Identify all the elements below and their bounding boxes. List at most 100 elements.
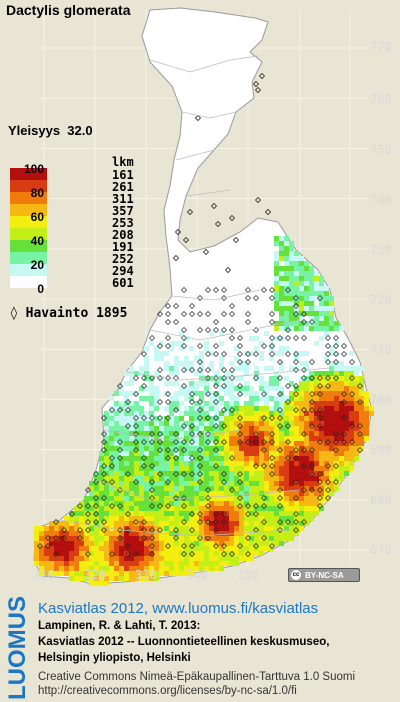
frequency-cell xyxy=(129,471,134,476)
frequency-cell xyxy=(164,511,169,516)
frequency-cell xyxy=(259,436,264,441)
observation-marker xyxy=(237,351,243,357)
frequency-cell xyxy=(114,456,119,461)
frequency-cell xyxy=(234,476,239,481)
frequency-cell xyxy=(289,441,294,446)
frequency-cell xyxy=(189,521,194,526)
frequency-cell xyxy=(69,561,74,566)
frequency-cell xyxy=(64,546,69,551)
frequency-cell xyxy=(274,271,279,276)
frequency-cell xyxy=(64,551,69,556)
frequency-cell xyxy=(319,311,324,316)
observation-marker xyxy=(341,439,347,445)
frequency-cell xyxy=(249,401,254,406)
frequency-cell xyxy=(209,536,214,541)
frequency-cell xyxy=(169,536,174,541)
observation-marker xyxy=(232,236,240,244)
frequency-cell xyxy=(149,341,154,346)
frequency-cell xyxy=(239,411,244,416)
frequency-cell xyxy=(214,521,219,526)
frequency-cell xyxy=(129,436,134,441)
frequency-cell xyxy=(349,461,354,466)
frequency-cell xyxy=(74,536,79,541)
frequency-cell xyxy=(329,431,334,436)
frequency-cell xyxy=(179,331,184,336)
frequency-cell xyxy=(114,491,119,496)
kasviatlas-link[interactable]: Kasviatlas 2012, www.luomus.fi/kasviatla… xyxy=(38,600,319,617)
observation-marker xyxy=(205,431,211,437)
frequency-cell xyxy=(189,551,194,556)
observation-marker xyxy=(325,495,331,501)
observation-marker xyxy=(357,399,363,405)
frequency-cell xyxy=(129,401,134,406)
frequency-cell xyxy=(349,371,354,376)
frequency-cell xyxy=(179,566,184,571)
frequency-cell xyxy=(184,491,189,496)
frequency-cell xyxy=(194,371,199,376)
frequency-cell xyxy=(164,521,169,526)
frequency-cell xyxy=(244,436,249,441)
frequency-cell xyxy=(299,351,304,356)
observation-marker xyxy=(221,327,227,333)
frequency-cell xyxy=(234,521,239,526)
frequency-cell xyxy=(204,436,209,441)
frequency-cell xyxy=(109,441,114,446)
frequency-cell xyxy=(234,376,239,381)
frequency-cell xyxy=(204,381,209,386)
observation-marker xyxy=(333,375,339,381)
legend-scale-60: 60 xyxy=(30,210,44,224)
frequency-cell xyxy=(269,536,274,541)
cc-license-url[interactable]: http://creativecommons.org/licenses/by-n… xyxy=(38,685,297,697)
observation-marker xyxy=(210,202,218,210)
frequency-cell xyxy=(124,391,129,396)
frequency-cell xyxy=(109,501,114,506)
frequency-cell xyxy=(349,416,354,421)
frequency-cell xyxy=(214,566,219,571)
observation-marker xyxy=(285,327,291,333)
frequency-cell xyxy=(144,521,149,526)
frequency-cell xyxy=(114,441,119,446)
frequency-cell xyxy=(284,456,289,461)
frequency-cell xyxy=(79,511,84,516)
frequency-cell xyxy=(79,531,84,536)
frequency-cell xyxy=(114,536,119,541)
frequency-cell xyxy=(119,556,124,561)
observation-marker xyxy=(237,343,243,349)
frequency-cell xyxy=(304,301,309,306)
frequency-cell xyxy=(214,551,219,556)
frequency-cell xyxy=(74,571,79,576)
frequency-cell xyxy=(164,446,169,451)
frequency-cell xyxy=(289,511,294,516)
frequency-cell xyxy=(194,496,199,501)
frequency-cell xyxy=(189,381,194,386)
frequency-cell xyxy=(184,521,189,526)
observation-marker xyxy=(197,399,203,405)
frequency-cell xyxy=(144,556,149,561)
frequency-cell xyxy=(159,536,164,541)
frequency-cell xyxy=(194,381,199,386)
frequency-cell xyxy=(164,451,169,456)
frequency-cell xyxy=(274,406,279,411)
frequency-cell xyxy=(324,331,329,336)
frequency-cell xyxy=(329,446,334,451)
frequency-cell xyxy=(359,381,364,386)
observation-marker xyxy=(149,431,155,437)
frequency-cell xyxy=(309,411,314,416)
frequency-cell xyxy=(274,276,279,281)
frequency-cell xyxy=(129,376,134,381)
frequency-cell xyxy=(219,421,224,426)
frequency-cell xyxy=(229,471,234,476)
frequency-cell xyxy=(174,506,179,511)
observation-marker xyxy=(253,543,259,549)
frequency-cell xyxy=(149,416,154,421)
frequency-cell xyxy=(154,391,159,396)
frequency-cell xyxy=(279,286,284,291)
frequency-cell xyxy=(349,451,354,456)
frequency-cell xyxy=(259,461,264,466)
legend-swatch xyxy=(10,204,47,216)
frequency-cell xyxy=(189,541,194,546)
frequency-cell xyxy=(274,436,279,441)
cc-license-badge[interactable]: cc BY-NC-SA xyxy=(288,568,360,582)
frequency-cell xyxy=(254,391,259,396)
frequency-cell xyxy=(189,496,194,501)
